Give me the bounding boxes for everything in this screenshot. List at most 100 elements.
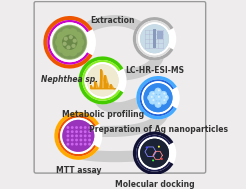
Circle shape	[153, 93, 154, 95]
Text: Metabolic profiling: Metabolic profiling	[62, 110, 144, 119]
Circle shape	[84, 143, 87, 146]
Circle shape	[62, 42, 67, 46]
Circle shape	[62, 28, 72, 38]
Circle shape	[133, 17, 176, 60]
Circle shape	[52, 25, 87, 60]
Circle shape	[160, 91, 167, 98]
Circle shape	[152, 159, 154, 161]
Circle shape	[141, 81, 174, 114]
Circle shape	[53, 26, 86, 59]
Circle shape	[88, 139, 91, 141]
Circle shape	[79, 139, 82, 141]
Wedge shape	[43, 16, 92, 69]
Wedge shape	[82, 60, 120, 101]
Circle shape	[149, 91, 156, 98]
Circle shape	[158, 102, 160, 104]
Circle shape	[75, 130, 78, 133]
Circle shape	[162, 94, 168, 101]
Bar	[157, 31, 163, 39]
Circle shape	[71, 126, 74, 129]
Wedge shape	[78, 56, 123, 104]
Circle shape	[68, 46, 77, 56]
Circle shape	[78, 56, 127, 104]
Circle shape	[163, 99, 165, 101]
Circle shape	[75, 126, 78, 129]
Circle shape	[88, 130, 91, 133]
Wedge shape	[47, 20, 89, 65]
Circle shape	[71, 134, 74, 137]
Text: MTT assay: MTT assay	[56, 166, 101, 175]
Circle shape	[165, 96, 167, 98]
Circle shape	[73, 39, 77, 43]
Circle shape	[66, 134, 69, 137]
Circle shape	[161, 158, 163, 160]
Circle shape	[50, 22, 90, 62]
Circle shape	[84, 139, 87, 141]
Circle shape	[60, 118, 96, 154]
Circle shape	[75, 134, 78, 137]
Text: Nephthea sp.: Nephthea sp.	[41, 75, 98, 84]
Circle shape	[143, 83, 172, 112]
Text: Molecular docking: Molecular docking	[115, 180, 194, 189]
Circle shape	[66, 45, 71, 50]
Circle shape	[163, 93, 165, 95]
Circle shape	[155, 94, 161, 101]
Circle shape	[84, 126, 87, 129]
Circle shape	[155, 88, 161, 94]
Circle shape	[143, 83, 172, 112]
Wedge shape	[133, 131, 173, 175]
Circle shape	[79, 126, 82, 129]
Circle shape	[138, 137, 171, 170]
Wedge shape	[133, 17, 173, 60]
Circle shape	[63, 35, 77, 49]
Circle shape	[43, 16, 96, 69]
Circle shape	[138, 22, 171, 55]
Circle shape	[71, 44, 76, 48]
Circle shape	[69, 35, 73, 39]
Circle shape	[57, 32, 67, 42]
Circle shape	[71, 143, 74, 146]
Circle shape	[84, 130, 87, 133]
Text: Extraction: Extraction	[90, 16, 134, 25]
Bar	[153, 29, 156, 48]
Circle shape	[84, 62, 121, 99]
Circle shape	[74, 37, 84, 47]
Wedge shape	[136, 135, 170, 172]
Circle shape	[148, 94, 154, 101]
Circle shape	[88, 134, 91, 137]
Circle shape	[73, 32, 82, 42]
Text: LC-HR-ESI-MS: LC-HR-ESI-MS	[125, 66, 184, 75]
Circle shape	[71, 130, 74, 133]
Circle shape	[84, 134, 87, 137]
Text: Preparation of Ag nanoparticles: Preparation of Ag nanoparticles	[89, 125, 228, 134]
Circle shape	[87, 64, 119, 96]
Circle shape	[62, 120, 94, 152]
Circle shape	[54, 112, 102, 160]
Circle shape	[64, 37, 68, 41]
Circle shape	[160, 98, 167, 104]
Circle shape	[66, 126, 69, 129]
Circle shape	[140, 139, 169, 168]
Circle shape	[158, 96, 160, 98]
Circle shape	[55, 37, 65, 47]
Circle shape	[62, 120, 94, 152]
Wedge shape	[54, 112, 99, 160]
Circle shape	[155, 101, 161, 107]
Wedge shape	[136, 20, 170, 57]
Circle shape	[71, 139, 74, 141]
Circle shape	[66, 143, 69, 146]
Circle shape	[149, 98, 156, 104]
Circle shape	[136, 76, 180, 119]
Circle shape	[140, 139, 169, 168]
Circle shape	[146, 146, 148, 148]
Circle shape	[88, 126, 91, 129]
Circle shape	[68, 28, 77, 38]
Circle shape	[79, 134, 82, 137]
Circle shape	[151, 96, 153, 98]
Circle shape	[133, 131, 176, 175]
FancyBboxPatch shape	[34, 2, 206, 173]
Circle shape	[75, 139, 78, 141]
Circle shape	[73, 43, 82, 53]
Circle shape	[158, 89, 160, 91]
Circle shape	[153, 99, 154, 101]
